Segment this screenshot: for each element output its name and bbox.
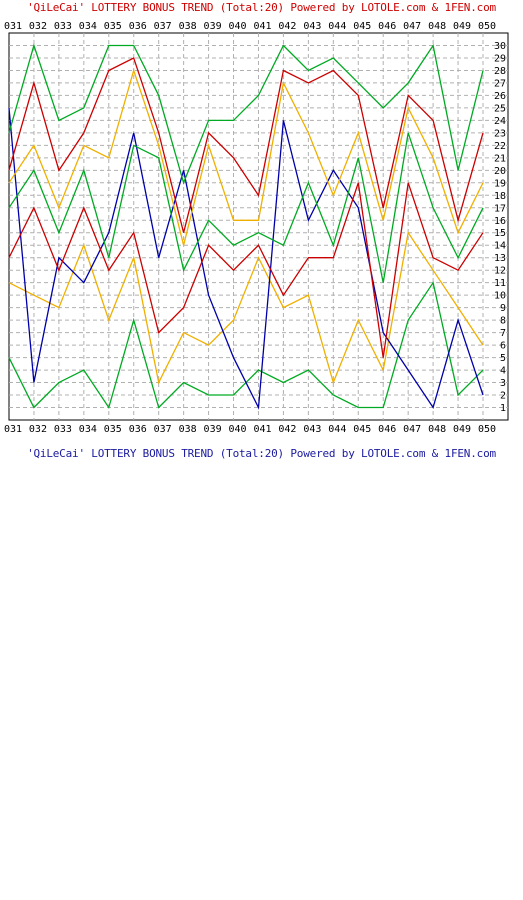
y-tick-label: 27	[494, 78, 506, 89]
y-tick-label: 28	[494, 66, 506, 77]
x-tick-label-top: 050	[478, 21, 496, 32]
x-tick-label-bottom: 034	[79, 424, 97, 435]
x-tick-label-top: 047	[403, 21, 421, 32]
x-tick-label-top: 039	[204, 21, 222, 32]
x-tick-label-bottom: 041	[253, 424, 271, 435]
x-tick-label-bottom: 042	[278, 424, 296, 435]
y-tick-label: 12	[494, 266, 506, 277]
y-tick-label: 1	[500, 403, 506, 414]
x-tick-label-bottom: 035	[104, 424, 122, 435]
x-tick-label-top: 035	[104, 21, 122, 32]
y-tick-label: 22	[494, 141, 506, 152]
x-tick-label-bottom: 038	[179, 424, 197, 435]
x-tick-label-top: 037	[154, 21, 172, 32]
y-tick-label: 3	[500, 378, 506, 389]
x-tick-label-top: 049	[453, 21, 471, 32]
x-tick-label-bottom: 050	[478, 424, 496, 435]
y-tick-label: 16	[494, 216, 506, 227]
x-tick-label-top: 044	[328, 21, 346, 32]
x-tick-label-bottom: 046	[378, 424, 396, 435]
y-tick-label: 26	[494, 91, 506, 102]
y-tick-label: 11	[494, 278, 506, 289]
x-tick-label-top: 036	[129, 21, 147, 32]
y-tick-label: 7	[500, 328, 506, 339]
x-tick-label-bottom: 048	[428, 424, 446, 435]
x-tick-label-bottom: 049	[453, 424, 471, 435]
y-tick-label: 21	[494, 153, 506, 164]
y-tick-label: 29	[494, 53, 506, 64]
x-tick-label-top: 041	[253, 21, 271, 32]
y-tick-label: 18	[494, 191, 506, 202]
y-tick-label: 25	[494, 103, 506, 114]
y-tick-label: 19	[494, 178, 506, 189]
x-tick-label-bottom: 043	[303, 424, 321, 435]
x-tick-label-top: 032	[29, 21, 47, 32]
x-tick-label-bottom: 044	[328, 424, 346, 435]
x-tick-label-bottom: 040	[228, 424, 246, 435]
y-tick-label: 5	[500, 353, 506, 364]
x-tick-label-top: 033	[54, 21, 72, 32]
y-tick-label: 2	[500, 391, 506, 402]
x-tick-label-bottom: 033	[54, 424, 72, 435]
x-tick-label-top: 046	[378, 21, 396, 32]
y-tick-label: 13	[494, 253, 506, 264]
y-tick-label: 4	[500, 366, 506, 377]
x-tick-label-top: 031	[4, 21, 22, 32]
y-tick-label: 20	[494, 166, 506, 177]
x-tick-label-top: 038	[179, 21, 197, 32]
y-tick-label: 14	[494, 241, 506, 252]
x-tick-label-bottom: 036	[129, 424, 147, 435]
x-tick-label-bottom: 037	[154, 424, 172, 435]
y-tick-label: 8	[500, 316, 506, 327]
x-tick-label-bottom: 045	[353, 424, 371, 435]
x-tick-label-top: 043	[303, 21, 321, 32]
x-tick-label-top: 040	[228, 21, 246, 32]
x-tick-label-top: 042	[278, 21, 296, 32]
y-tick-label: 10	[494, 291, 506, 302]
y-tick-label: 30	[494, 41, 506, 52]
x-tick-label-top: 048	[428, 21, 446, 32]
y-tick-label: 23	[494, 128, 506, 139]
y-tick-label: 17	[494, 203, 506, 214]
y-tick-label: 9	[500, 303, 506, 314]
x-tick-label-bottom: 039	[204, 424, 222, 435]
x-tick-label-top: 034	[79, 21, 97, 32]
x-tick-label-bottom: 032	[29, 424, 47, 435]
chart-title-bottom: 'QiLeCai' LOTTERY BONUS TREND (Total:20)…	[0, 447, 523, 460]
x-tick-label-bottom: 047	[403, 424, 421, 435]
y-tick-label: 24	[494, 116, 506, 127]
x-tick-label-bottom: 031	[4, 424, 22, 435]
y-tick-label: 6	[500, 341, 506, 352]
y-tick-label: 15	[494, 228, 506, 239]
x-tick-label-top: 045	[353, 21, 371, 32]
